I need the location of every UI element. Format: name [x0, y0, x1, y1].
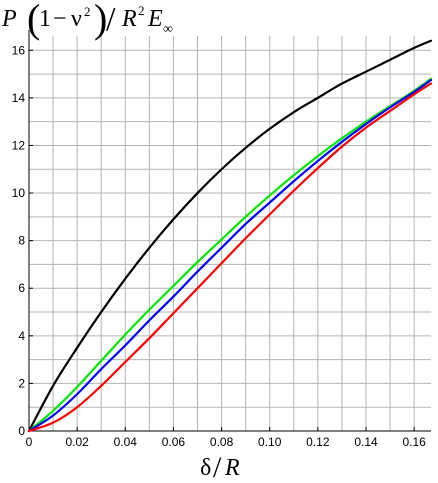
x-tick-label: 0.04: [114, 435, 138, 449]
y-tick-label: 10: [12, 186, 26, 200]
x-tick-label: 0.02: [65, 435, 89, 449]
x-tick-label: 0.06: [162, 435, 186, 449]
series-layer: [27, 39, 433, 433]
y-title-slash: /: [106, 1, 116, 38]
y-tick-label: 0: [18, 424, 25, 438]
series-line-2: [27, 77, 433, 433]
y-tick-label: 14: [12, 91, 26, 105]
x-tick-label: 0: [26, 435, 33, 449]
y-title-p: P: [1, 6, 17, 32]
axes: [28, 30, 431, 432]
series-line-1: [27, 39, 433, 433]
y-title-infinity: ∞: [163, 22, 173, 37]
y-tick-label: 6: [18, 281, 25, 295]
x-tick-label: 0.10: [258, 435, 282, 449]
grid: [29, 36, 431, 431]
tick-labels: 0 0.02 0.04 0.06 0.08 0.10 0.12 0.14 0.16 0 2 4 6 8 10…: [12, 43, 427, 449]
y-title-r-exponent: 2: [138, 3, 145, 18]
y-title-e: E: [147, 6, 163, 32]
x-title-delta: δ: [200, 455, 211, 481]
y-title-minus: −: [53, 6, 67, 32]
series-line-3: [27, 78, 433, 433]
y-tick-label: 2: [18, 376, 25, 390]
x-tick-label: 0.08: [210, 435, 234, 449]
y-title-close-paren: ): [94, 0, 107, 41]
x-tick-label: 0.16: [402, 435, 426, 449]
x-axis-title: δ / R: [200, 451, 240, 483]
x-title-r: R: [224, 455, 240, 481]
x-tick-label: 0.14: [354, 435, 378, 449]
y-tick-label: 8: [18, 234, 25, 248]
y-tick-label: 16: [12, 43, 26, 57]
y-title-r: R: [121, 6, 137, 32]
y-title-nu: ν: [71, 6, 82, 32]
y-axis-title: P ( 1 − ν 2 ) / R 2 E ∞: [1, 0, 173, 41]
y-title-nu-exponent: 2: [84, 4, 91, 19]
y-title-one: 1: [39, 6, 51, 32]
x-tick-label: 0.12: [306, 435, 330, 449]
y-title-open-paren: (: [27, 0, 40, 41]
y-tick-label: 4: [18, 329, 25, 343]
y-tick-label: 12: [12, 138, 26, 152]
x-title-slash: /: [213, 451, 222, 483]
series-line-4: [27, 82, 433, 433]
